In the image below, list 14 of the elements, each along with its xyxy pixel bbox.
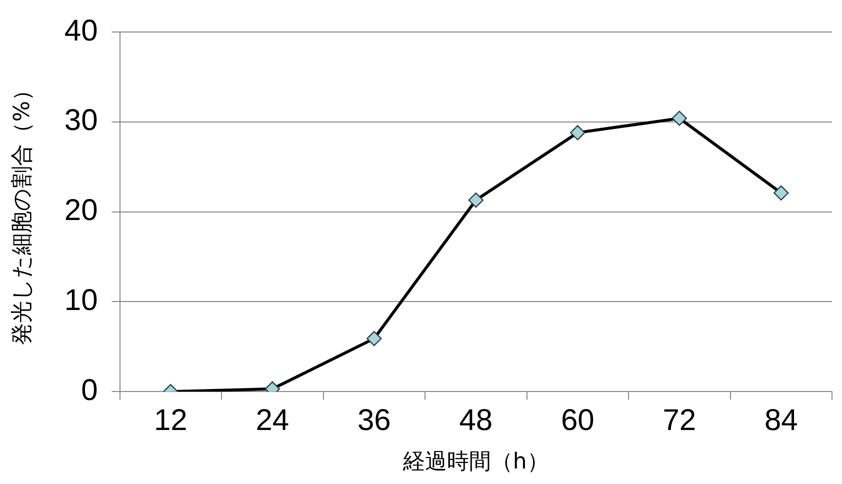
y-tick-label: 20 (64, 194, 98, 228)
x-tick-label: 72 (662, 404, 696, 437)
y-tick-label: 30 (64, 104, 98, 138)
x-tick-label: 60 (560, 404, 594, 437)
x-tick-label: 84 (764, 404, 798, 437)
x-tick-label: 12 (154, 404, 188, 437)
x-tick-label: 24 (256, 404, 290, 437)
x-tick-label: 48 (459, 404, 493, 437)
x-axis-title: 経過時間（h） (402, 450, 549, 475)
y-tick-label: 40 (64, 14, 98, 48)
y-axis-title: 発光した細胞の割合（%） (10, 78, 35, 345)
x-tick-label: 36 (357, 404, 391, 437)
y-tick-label: 10 (64, 284, 98, 317)
y-tick-label: 0 (81, 374, 98, 407)
